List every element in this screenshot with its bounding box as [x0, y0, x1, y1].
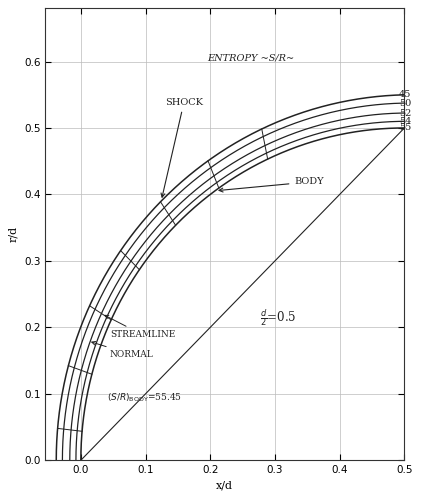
Text: 50: 50: [399, 98, 411, 108]
Text: $\frac{d}{2}$=0.5: $\frac{d}{2}$=0.5: [260, 307, 296, 328]
Text: 52: 52: [399, 108, 412, 117]
Text: 45: 45: [399, 90, 412, 99]
Text: 54: 54: [399, 117, 412, 126]
Text: STREAMLINE: STREAMLINE: [105, 315, 175, 339]
Y-axis label: r/d: r/d: [8, 226, 19, 243]
Text: $(S/R)_{\rm BODY}$=55.45: $(S/R)_{\rm BODY}$=55.45: [107, 391, 181, 404]
Text: NORMAL: NORMAL: [92, 341, 154, 359]
Text: SHOCK: SHOCK: [161, 98, 203, 197]
X-axis label: x/d: x/d: [216, 481, 233, 491]
Text: 55: 55: [399, 123, 411, 132]
Text: BODY: BODY: [219, 178, 324, 192]
Text: ENTROPY ~S/R~: ENTROPY ~S/R~: [207, 54, 294, 63]
